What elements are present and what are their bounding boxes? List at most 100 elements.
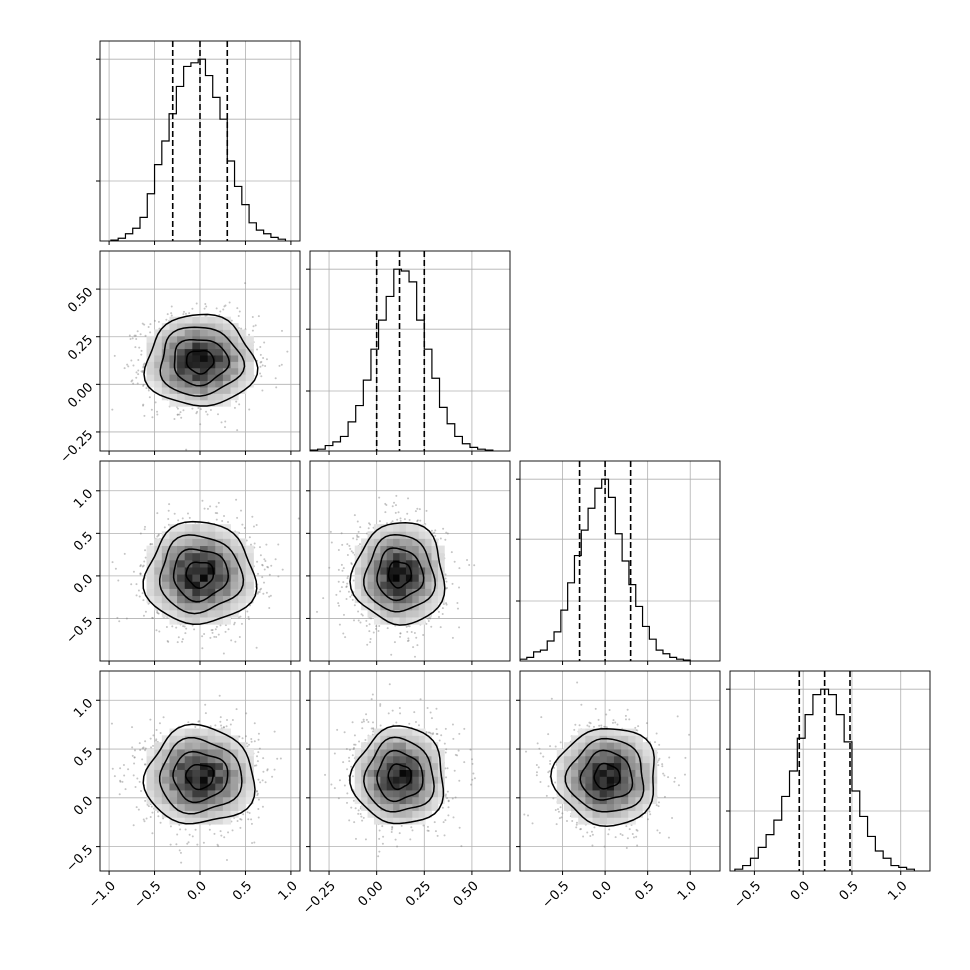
scatter-point	[143, 763, 146, 766]
scatter-point	[416, 519, 419, 522]
density-cell	[431, 545, 439, 554]
density-cell	[418, 742, 426, 750]
density-cell	[563, 742, 572, 750]
density-cell	[238, 348, 247, 356]
density-cell	[393, 602, 400, 611]
scatter-point	[259, 372, 262, 375]
density-cell	[207, 399, 216, 407]
scatter-point	[336, 728, 339, 731]
density-cell	[393, 742, 400, 750]
density-cell	[169, 367, 178, 375]
scatter-point	[231, 829, 234, 832]
scatter-point	[540, 716, 543, 719]
scatter-point	[185, 448, 188, 451]
density-cell	[399, 776, 407, 784]
scatter-point	[131, 746, 134, 749]
density-cell	[200, 387, 209, 394]
histogram-3	[734, 671, 915, 871]
density-cell	[222, 742, 231, 750]
scatter-point	[187, 841, 190, 844]
scatter-point	[588, 725, 591, 728]
scatter-point	[354, 807, 357, 810]
density-cell	[418, 776, 426, 784]
scatter-point	[369, 523, 372, 526]
density-cell	[563, 803, 572, 811]
density-cell	[161, 783, 170, 791]
density-cell	[412, 749, 420, 757]
scatter-point	[167, 523, 170, 526]
scatter-point	[134, 786, 137, 789]
scatter-point	[454, 753, 457, 756]
scatter-point	[426, 825, 429, 828]
density-cell	[571, 755, 579, 764]
scatter-point	[369, 638, 372, 641]
scatter-point	[201, 635, 204, 638]
scatter-point	[472, 772, 475, 775]
density-cell	[399, 588, 407, 597]
scatter-point	[433, 821, 436, 824]
scatter-point	[257, 778, 260, 781]
scatter-point	[144, 799, 147, 802]
density-cell	[399, 609, 407, 618]
density-cell	[184, 567, 193, 575]
density-cell	[230, 749, 239, 757]
density-cell	[161, 762, 170, 770]
density-cell	[192, 742, 201, 750]
scatter-point	[552, 766, 555, 769]
density-cell	[599, 817, 608, 825]
scatter-point	[223, 836, 226, 839]
density-cell	[238, 374, 247, 382]
scatter-point	[668, 756, 671, 759]
contour-line	[376, 749, 424, 803]
density-cell	[161, 567, 170, 575]
density-cell	[571, 742, 579, 750]
scatter-point	[457, 749, 460, 752]
scatter-point	[247, 615, 250, 618]
scatter-point	[559, 806, 562, 809]
density-cell	[222, 588, 231, 597]
scatter-point	[454, 796, 457, 799]
scatter-point	[430, 625, 433, 628]
density-cell	[418, 762, 426, 770]
scatter-point	[173, 512, 176, 515]
density-cell	[184, 581, 193, 589]
density-cell	[437, 545, 445, 554]
x-tick-label: 0.50	[451, 879, 482, 910]
scatter-point	[238, 403, 241, 406]
density-cell	[642, 762, 651, 770]
density-cell	[192, 595, 201, 604]
density-cell	[245, 335, 254, 343]
density-cell	[405, 749, 413, 757]
scatter-point	[273, 768, 276, 771]
scatter-point	[220, 834, 223, 837]
scatter-point	[345, 585, 348, 588]
density-cell	[146, 355, 155, 362]
scatter-point	[127, 365, 130, 368]
scatter-point	[180, 416, 183, 419]
scatter-point	[645, 722, 648, 725]
density-cell	[222, 552, 231, 561]
scatter-point	[157, 533, 160, 536]
scatter-point	[166, 313, 169, 316]
scatter-point	[128, 334, 131, 337]
density-cell	[437, 783, 445, 791]
density-cell	[642, 783, 651, 791]
scatter-point	[248, 408, 251, 411]
density-cell	[245, 374, 254, 382]
scatter-point	[388, 683, 391, 686]
density-cell	[405, 588, 413, 597]
scatter-point	[337, 548, 340, 551]
x-tick-label: 0.0	[185, 879, 210, 904]
scatter-point	[357, 535, 360, 538]
scatter-point	[131, 379, 134, 382]
panel2d-0-3	[110, 694, 282, 864]
scatter-point	[425, 509, 428, 512]
density-cell	[613, 783, 622, 791]
scatter-point	[365, 619, 368, 622]
scatter-point	[176, 413, 179, 416]
hist-panel-bg	[310, 251, 510, 451]
scatter-point	[471, 758, 474, 761]
density-cell	[373, 552, 381, 561]
density-cell	[230, 762, 239, 770]
scatter-point	[155, 629, 158, 632]
